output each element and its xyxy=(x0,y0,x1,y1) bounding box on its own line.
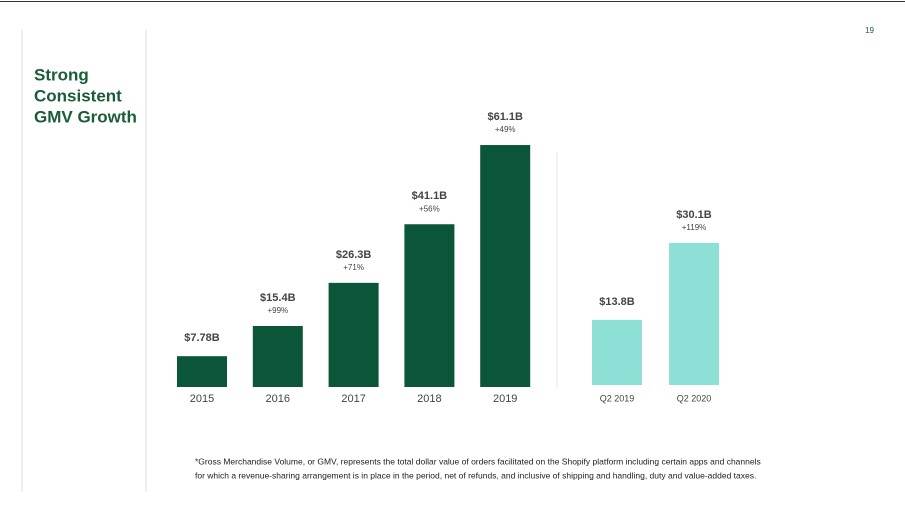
value-label: $7.78B xyxy=(184,332,220,344)
growth-label: +119% xyxy=(682,223,707,232)
value-label: $41.1B xyxy=(412,190,448,202)
bar xyxy=(592,319,642,385)
value-label: $30.1B xyxy=(676,209,712,221)
bar xyxy=(480,145,531,387)
value-label: $13.8B xyxy=(599,296,635,308)
bar xyxy=(252,326,303,387)
bar xyxy=(177,356,227,387)
x-tick-label: 2016 xyxy=(266,393,290,405)
x-tick-label: Q2 2019 xyxy=(600,393,635,403)
x-tick-label: Q2 2020 xyxy=(677,393,712,403)
x-tick-label: 2019 xyxy=(493,393,517,405)
value-label: $61.1B xyxy=(487,111,523,123)
growth-label: +71% xyxy=(343,263,364,272)
title-line: Strong xyxy=(34,65,89,84)
x-tick-label: 2015 xyxy=(190,393,214,405)
bar xyxy=(404,224,455,387)
footnote: *Gross Merchandise Volume, or GMV, repre… xyxy=(195,456,761,480)
bar xyxy=(328,282,379,387)
title-line: Consistent xyxy=(34,86,122,105)
growth-label: +56% xyxy=(419,204,440,213)
page-number: 19 xyxy=(865,26,874,35)
growth-label: +99% xyxy=(267,306,288,315)
title-line: GMV Growth xyxy=(34,107,137,126)
bar xyxy=(669,242,719,385)
x-tick-label: 2017 xyxy=(341,393,365,405)
footnote-line: for which a revenue-sharing arrangement … xyxy=(195,470,756,480)
footnote-line: *Gross Merchandise Volume, or GMV, repre… xyxy=(195,456,761,466)
value-label: $15.4B xyxy=(260,292,296,304)
x-tick-label: 2018 xyxy=(417,393,441,405)
value-label: $26.3B xyxy=(336,249,372,261)
title: Strong Consistent GMV Growth xyxy=(34,65,137,126)
growth-label: +49% xyxy=(495,125,516,134)
